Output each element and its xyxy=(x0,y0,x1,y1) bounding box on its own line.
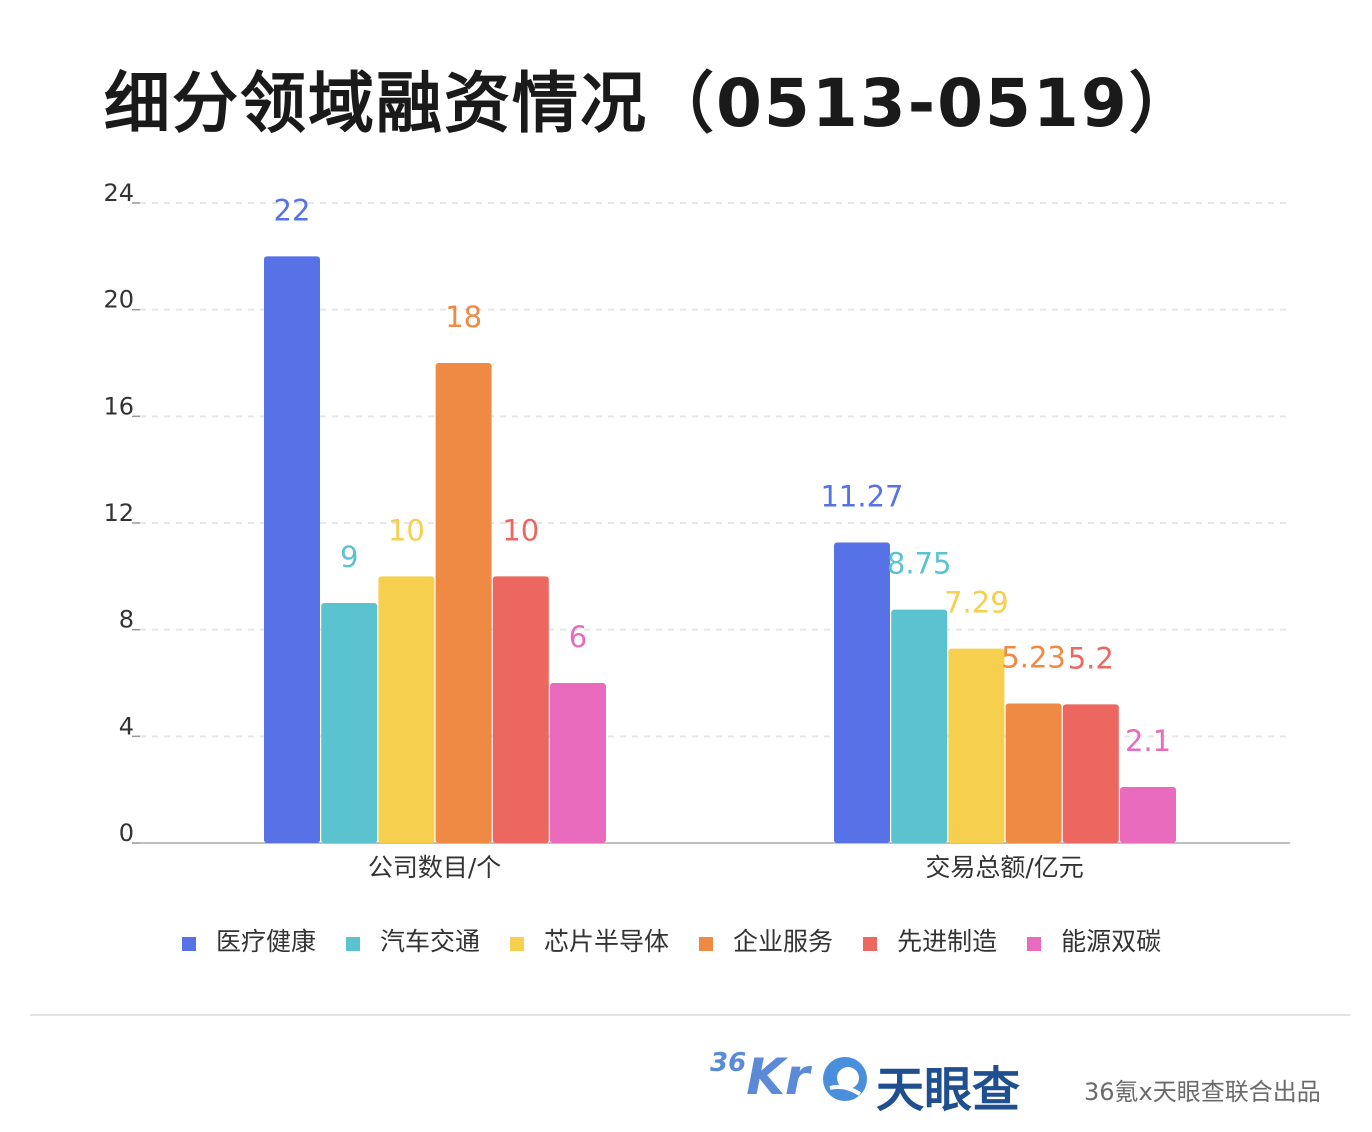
data-label: 9 xyxy=(340,540,358,574)
bar xyxy=(948,648,1005,843)
data-label: 10 xyxy=(502,513,539,547)
data-label: 22 xyxy=(274,193,311,227)
bar-chart: 0 4 8 12 16 20 24 22 11.27 9 8.75 10 7.29 18 5.23 10 5.2… xyxy=(103,179,1290,882)
chart-title: 细分领域融资情况（0513-0519） xyxy=(104,65,1197,142)
legend-swatch xyxy=(699,937,714,951)
data-label: 8.75 xyxy=(887,547,952,581)
data-label: 5.23 xyxy=(1001,641,1066,675)
bar xyxy=(834,542,890,843)
bar xyxy=(492,576,549,843)
legend-swatch xyxy=(346,937,361,951)
bar xyxy=(321,603,378,843)
bar xyxy=(1005,703,1062,843)
bar xyxy=(378,576,435,843)
data-label: 18 xyxy=(445,300,482,334)
legend-item: 汽车交通 xyxy=(346,922,480,958)
tianyancha-logo-icon xyxy=(823,1057,867,1101)
bar xyxy=(550,683,606,843)
legend-swatch xyxy=(182,937,196,951)
legend-swatch xyxy=(1027,937,1042,951)
y-tick-label: 24 xyxy=(103,179,134,207)
legend-label: 芯片半导体 xyxy=(544,927,670,956)
legend-item: 能源双碳 xyxy=(1027,922,1161,958)
legend-label: 汽车交通 xyxy=(380,927,481,956)
36kr-logo-kr: Kr xyxy=(746,1048,810,1106)
footer-divider xyxy=(30,1014,1350,1016)
bar xyxy=(264,256,320,843)
x-tick-label: 公司数目/个 xyxy=(368,853,501,882)
y-tick-label: 4 xyxy=(119,712,134,740)
data-label: 2.1 xyxy=(1125,724,1171,758)
legend: 医疗健康 汽车交通 芯片半导体 企业服务 先进制造 能源双碳 xyxy=(182,922,1191,958)
y-tick-label: 12 xyxy=(103,499,134,527)
bar xyxy=(435,363,492,843)
data-label: 10 xyxy=(388,513,425,547)
legend-item: 先进制造 xyxy=(863,922,997,958)
legend-label: 企业服务 xyxy=(733,927,834,956)
bar xyxy=(891,609,948,843)
data-label: 5.2 xyxy=(1068,641,1114,675)
legend-swatch xyxy=(510,937,525,951)
data-label: 11.27 xyxy=(820,479,903,513)
bar xyxy=(1062,704,1119,843)
36kr-logo-number: 36 xyxy=(710,1048,747,1078)
legend-label: 能源双碳 xyxy=(1061,927,1162,956)
y-tick-label: 20 xyxy=(103,286,134,314)
data-label: 6 xyxy=(569,620,587,654)
legend-label: 先进制造 xyxy=(897,927,998,956)
bar xyxy=(1120,787,1176,843)
y-tick-label: 16 xyxy=(103,392,134,420)
legend-item: 芯片半导体 xyxy=(510,922,669,958)
36kr-logo: 36Kr xyxy=(710,1048,810,1106)
tianyancha-logo-text: 天眼查 xyxy=(876,1062,1021,1118)
data-label: 7.29 xyxy=(944,586,1009,620)
x-tick-label: 交易总额/亿元 xyxy=(925,853,1083,882)
credit-text: 36氪x天眼查联合出品 xyxy=(1084,1078,1321,1106)
legend-swatch xyxy=(863,937,878,951)
y-tick-label: 0 xyxy=(119,819,134,847)
legend-item: 企业服务 xyxy=(699,922,833,958)
y-tick-label: 8 xyxy=(119,606,134,634)
legend-label: 医疗健康 xyxy=(216,927,317,956)
legend-item: 医疗健康 xyxy=(182,922,316,958)
